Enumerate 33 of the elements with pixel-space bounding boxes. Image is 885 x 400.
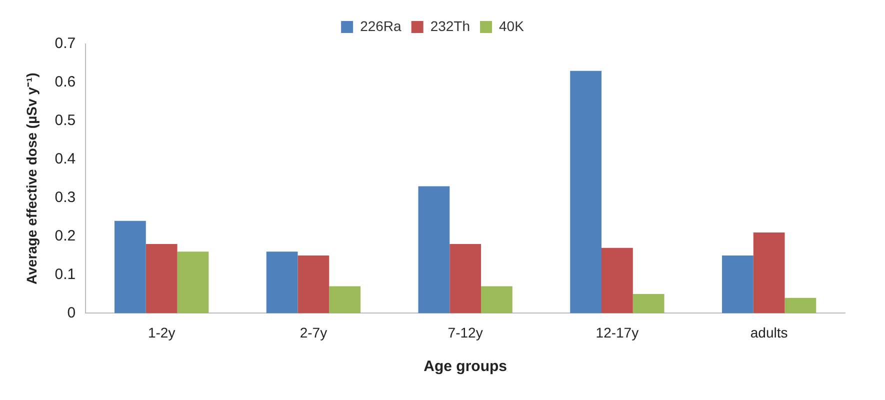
x-tick-label: 12-17y	[596, 324, 639, 340]
bar	[602, 248, 633, 314]
bar	[146, 244, 178, 314]
y-tick-label: 0.3	[54, 188, 76, 206]
y-tick-label: 0	[67, 304, 76, 322]
y-tick-label: 0.7	[54, 35, 76, 52]
x-tick-label: 7-12y	[448, 324, 483, 340]
x-tick-label: 1-2y	[148, 324, 176, 340]
bar	[298, 256, 330, 314]
x-tick-label: 2-7y	[300, 324, 328, 340]
y-tick-label: 0.5	[54, 112, 76, 130]
legend-label: 40K	[499, 18, 525, 34]
bar	[722, 256, 754, 314]
x-axis-title: Age groups	[424, 358, 507, 376]
y-tick-label: 0.6	[54, 74, 76, 91]
bar	[329, 286, 361, 314]
bar	[418, 186, 450, 314]
x-tick-label: adults	[750, 324, 788, 340]
y-tick-label: 0.2	[54, 227, 76, 244]
bar	[266, 252, 298, 314]
legend-label: 226Ra	[360, 18, 402, 34]
bar	[177, 252, 209, 314]
bar	[632, 294, 664, 314]
bar	[450, 244, 482, 314]
bar	[753, 232, 785, 314]
bar	[481, 286, 512, 314]
legend-label: 232Th	[430, 18, 470, 34]
y-tick-label: 0.1	[54, 266, 76, 283]
bar	[114, 220, 146, 314]
bar	[570, 70, 602, 314]
y-tick-label: 0.4	[54, 150, 76, 168]
bar	[784, 298, 816, 314]
y-axis-title: Average effective dose (µSv y⁻¹)	[23, 72, 40, 284]
